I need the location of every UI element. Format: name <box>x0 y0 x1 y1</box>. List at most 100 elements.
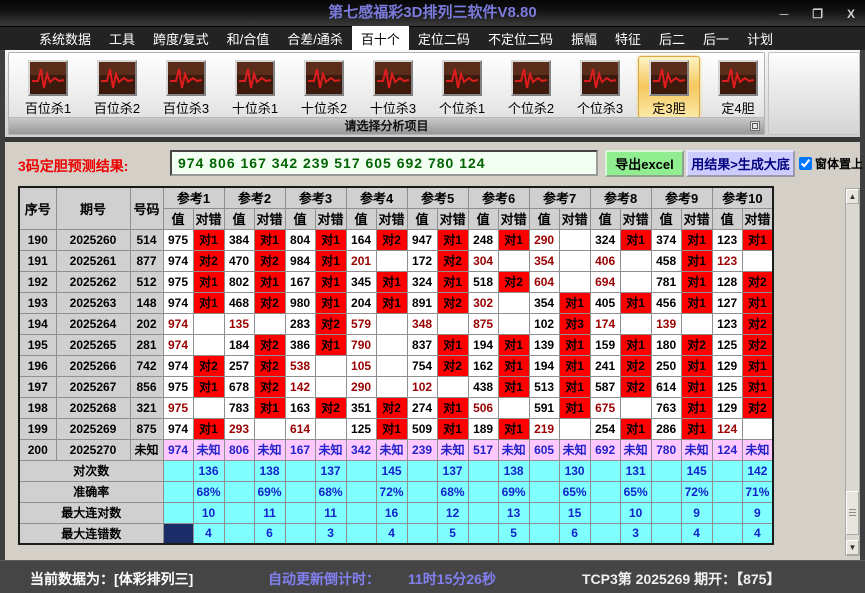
value-cell[interactable]: 614 <box>284 417 316 440</box>
result-cell[interactable] <box>314 417 347 440</box>
ribbon-button[interactable]: 十位杀1 <box>224 56 286 118</box>
value-cell[interactable]: 239 <box>406 438 438 461</box>
summary-value-cell[interactable]: 13 <box>497 501 530 524</box>
number-cell[interactable]: 321 <box>129 396 164 419</box>
summary-blank-cell[interactable] <box>162 522 194 545</box>
summary-blank-cell[interactable] <box>284 522 316 545</box>
result-cell[interactable]: 未知 <box>497 438 530 461</box>
group-expand-icon[interactable] <box>750 121 760 131</box>
summary-value-cell[interactable]: 5 <box>436 522 469 545</box>
menu-item[interactable]: 特征 <box>614 32 641 47</box>
value-cell[interactable]: 763 <box>650 396 682 419</box>
summary-blank-cell[interactable] <box>406 480 438 503</box>
result-cell[interactable]: 对2 <box>314 396 347 419</box>
value-cell[interactable]: 125 <box>711 375 743 398</box>
generate-dadi-button[interactable]: 用结果>生成大底 <box>686 150 795 177</box>
value-cell[interactable]: 386 <box>284 333 316 356</box>
value-cell[interactable]: 806 <box>223 438 255 461</box>
menu-item[interactable]: 工具 <box>109 32 136 47</box>
prediction-result-input[interactable] <box>170 150 598 176</box>
summary-value-cell[interactable]: 16 <box>375 501 408 524</box>
value-cell[interactable]: 351 <box>345 396 377 419</box>
result-cell[interactable] <box>680 312 713 335</box>
result-cell[interactable]: 对1 <box>680 249 713 272</box>
value-cell[interactable]: 324 <box>589 228 621 251</box>
summary-blank-cell[interactable] <box>162 480 194 503</box>
summary-value-cell[interactable]: 5 <box>497 522 530 545</box>
result-cell[interactable]: 未知 <box>375 438 408 461</box>
result-cell[interactable] <box>192 333 225 356</box>
topmost-checkbox[interactable] <box>799 157 812 170</box>
summary-blank-cell[interactable] <box>589 501 621 524</box>
result-cell[interactable]: 对2 <box>741 333 774 356</box>
summary-value-cell[interactable]: 72% <box>375 480 408 503</box>
summary-blank-cell[interactable] <box>650 480 682 503</box>
period-cell[interactable]: 2025262 <box>55 270 131 293</box>
value-cell[interactable]: 290 <box>528 228 560 251</box>
result-cell[interactable]: 对1 <box>253 270 286 293</box>
result-cell[interactable]: 对1 <box>741 375 774 398</box>
menu-item[interactable]: 不定位二码 <box>487 32 553 47</box>
result-cell[interactable]: 对1 <box>192 417 225 440</box>
summary-value-cell[interactable]: 9 <box>741 501 774 524</box>
summary-blank-cell[interactable] <box>162 501 194 524</box>
scroll-up-icon[interactable]: ▲ <box>846 189 859 204</box>
result-cell[interactable] <box>558 249 591 272</box>
value-cell[interactable]: 470 <box>223 249 255 272</box>
result-cell[interactable]: 对1 <box>741 354 774 377</box>
value-cell[interactable]: 675 <box>589 396 621 419</box>
result-cell[interactable]: 对2 <box>741 396 774 419</box>
summary-blank-cell[interactable] <box>223 522 255 545</box>
summary-value-cell[interactable]: 72% <box>680 480 713 503</box>
value-cell[interactable]: 304 <box>467 249 499 272</box>
summary-value-cell[interactable]: 10 <box>619 501 652 524</box>
value-cell[interactable]: 438 <box>467 375 499 398</box>
result-cell[interactable]: 对2 <box>497 270 530 293</box>
index-cell[interactable]: 197 <box>18 375 57 398</box>
index-cell[interactable]: 199 <box>18 417 57 440</box>
result-cell[interactable]: 对1 <box>314 249 347 272</box>
menu-item[interactable]: 跨度/复式 <box>153 32 209 47</box>
value-cell[interactable]: 678 <box>223 375 255 398</box>
result-cell[interactable]: 对2 <box>436 249 469 272</box>
value-cell[interactable]: 257 <box>223 354 255 377</box>
summary-blank-cell[interactable] <box>711 459 743 482</box>
index-cell[interactable]: 194 <box>18 312 57 335</box>
value-cell[interactable]: 286 <box>650 417 682 440</box>
summary-value-cell[interactable]: 69% <box>497 480 530 503</box>
value-cell[interactable]: 579 <box>345 312 377 335</box>
summary-blank-cell[interactable] <box>528 501 560 524</box>
result-cell[interactable]: 对1 <box>741 291 774 314</box>
summary-value-cell[interactable]: 142 <box>741 459 774 482</box>
result-cell[interactable]: 对1 <box>558 333 591 356</box>
value-cell[interactable]: 172 <box>406 249 438 272</box>
value-cell[interactable]: 374 <box>650 228 682 251</box>
period-cell[interactable]: 2025260 <box>55 228 131 251</box>
summary-value-cell[interactable]: 136 <box>192 459 225 482</box>
menu-item[interactable]: 和/合值 <box>226 32 270 47</box>
result-cell[interactable]: 对1 <box>314 228 347 251</box>
result-cell[interactable]: 未知 <box>680 438 713 461</box>
value-cell[interactable]: 694 <box>589 270 621 293</box>
summary-value-cell[interactable]: 15 <box>558 501 591 524</box>
value-cell[interactable]: 189 <box>467 417 499 440</box>
result-cell[interactable]: 对2 <box>741 312 774 335</box>
result-cell[interactable] <box>436 375 469 398</box>
result-cell[interactable]: 对2 <box>741 270 774 293</box>
value-cell[interactable]: 105 <box>345 354 377 377</box>
result-cell[interactable]: 对1 <box>436 417 469 440</box>
result-cell[interactable]: 对1 <box>558 375 591 398</box>
value-cell[interactable]: 290 <box>345 375 377 398</box>
result-cell[interactable]: 对1 <box>497 354 530 377</box>
result-cell[interactable]: 对1 <box>314 270 347 293</box>
scroll-thumb[interactable] <box>846 491 859 535</box>
value-cell[interactable]: 135 <box>223 312 255 335</box>
period-cell[interactable]: 2025266 <box>55 354 131 377</box>
result-cell[interactable] <box>558 228 591 251</box>
result-cell[interactable]: 对1 <box>619 417 652 440</box>
result-cell[interactable]: 对1 <box>375 417 408 440</box>
value-cell[interactable]: 124 <box>711 417 743 440</box>
period-cell[interactable]: 2025265 <box>55 333 131 356</box>
summary-value-cell[interactable]: 68% <box>314 480 347 503</box>
summary-blank-cell[interactable] <box>345 480 377 503</box>
